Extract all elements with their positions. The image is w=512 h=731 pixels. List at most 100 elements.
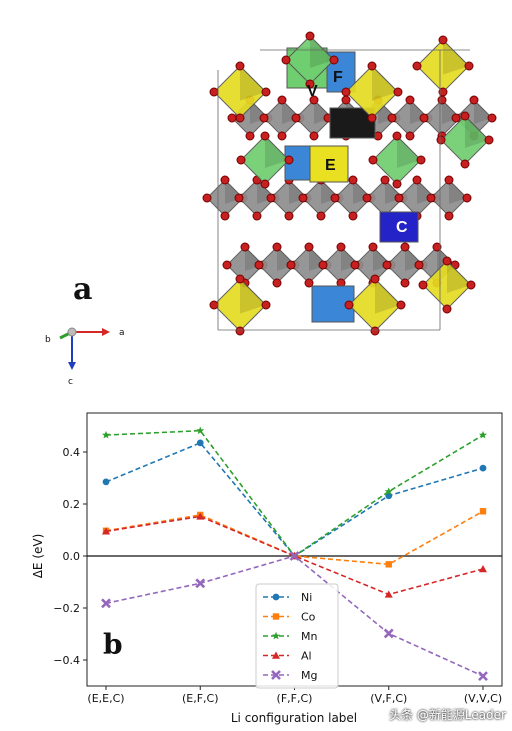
oxygen-atom: [252, 211, 262, 221]
oxygen-atom: [254, 260, 264, 270]
x-tick-label: (V,V,C): [464, 692, 502, 705]
oxygen-atom: [416, 155, 426, 165]
watermark: 头条 @新能源Leader: [389, 708, 506, 722]
oxygen-atom: [432, 242, 442, 252]
data-point-ni: [196, 439, 204, 447]
legend-label: Mg: [301, 669, 317, 682]
data-point-mg: [195, 578, 206, 589]
y-tick-label: −0.2: [53, 602, 80, 615]
oxygen-atom: [412, 61, 422, 71]
data-point-mn: [196, 426, 205, 435]
green-octahedron-shade: [265, 136, 289, 168]
oxygen-atom: [202, 193, 212, 203]
oxygen-atom: [291, 113, 301, 123]
oxygen-atom: [392, 131, 402, 141]
x-axis-ticks: (E,E,C) (E,F,C) (F,F,C) (V,F,C) (V,V,C): [87, 686, 502, 705]
oxygen-atom: [316, 211, 326, 221]
yellow-octahedron-shade: [240, 66, 266, 101]
x-tick-label: (E,E,C): [87, 692, 124, 705]
axis-c-label: c: [68, 377, 73, 387]
crystal-structure-illustration: V F E C a b c: [45, 31, 497, 387]
oxygen-atom: [418, 280, 428, 290]
oxygen-atom: [405, 131, 415, 141]
oxygen-atom: [298, 193, 308, 203]
oxygen-atom: [235, 326, 245, 336]
oxygen-atom: [419, 113, 429, 123]
data-point-mg: [101, 598, 111, 609]
oxygen-atom: [260, 131, 270, 141]
legend-box: [255, 583, 339, 689]
legend-entry-al: Al: [263, 650, 312, 663]
legend-label: Ni: [301, 591, 312, 604]
oxygen-atom: [236, 155, 246, 165]
yellow-octahedron-shade: [240, 279, 266, 314]
yellow-octahedron-shade: [375, 279, 401, 314]
oxygen-atom: [451, 113, 461, 123]
blue-site-f: [326, 51, 356, 93]
oxygen-atom: [460, 111, 470, 121]
oxygen-atom: [234, 193, 244, 203]
oxygen-atom: [272, 278, 282, 288]
legend-marker: [272, 593, 280, 601]
x-tick-label: (V,F,C): [370, 692, 407, 705]
oxygen-atom: [309, 95, 319, 105]
oxygen-atom: [284, 211, 294, 221]
panel-a-label: a: [73, 272, 93, 307]
oxygen-atom: [222, 260, 232, 270]
axis-a-label: a: [119, 328, 125, 338]
oxygen-atom: [304, 242, 314, 252]
oxygen-atom: [464, 61, 474, 71]
oxygen-atom: [341, 87, 351, 97]
data-point-mg: [383, 628, 394, 639]
oxygen-atom: [462, 193, 472, 203]
oxygen-atom: [394, 193, 404, 203]
oxygen-atom: [240, 242, 250, 252]
oxygen-atom: [304, 278, 314, 288]
oxygen-atom: [460, 159, 470, 169]
oxygen-atom: [305, 31, 315, 41]
panel-b-label: b: [103, 628, 123, 661]
oxygen-atom: [405, 95, 415, 105]
series-line-ni: [105, 441, 484, 558]
oxygen-atom: [484, 135, 494, 145]
oxygen-atom: [220, 175, 230, 185]
axis-indicator: a b c: [45, 327, 125, 387]
legend-marker: [271, 670, 281, 680]
oxygen-atom: [392, 179, 402, 189]
x-axis-label: Li configuration label: [231, 711, 357, 725]
oxygen-atom: [336, 242, 346, 252]
oxygen-atom: [284, 155, 294, 165]
data-point-al: [102, 527, 110, 535]
oxygen-atom: [436, 135, 446, 145]
oxygen-atom: [370, 274, 380, 284]
oxygen-atom: [396, 300, 406, 310]
data-point-al: [196, 512, 205, 520]
oxygen-atom: [261, 87, 271, 97]
data-point-co: [385, 561, 392, 568]
yellow-site-e: [309, 145, 349, 183]
oxygen-atom: [266, 193, 276, 203]
oxygen-atom: [368, 155, 378, 165]
oxygen-atom: [260, 179, 270, 189]
oxygen-atom: [387, 113, 397, 123]
oxygen-atom: [309, 131, 319, 141]
series-line-al: [105, 515, 484, 596]
x-tick-label: (E,F,C): [182, 692, 219, 705]
oxygen-atom: [348, 211, 358, 221]
oxygen-atom: [362, 193, 372, 203]
yellow-octahedron-shade: [447, 261, 471, 293]
oxygen-atom: [400, 242, 410, 252]
oxygen-atom: [400, 278, 410, 288]
oxygen-atom: [380, 175, 390, 185]
y-tick-label: 0.0: [63, 550, 81, 563]
y-axis-label: ΔE (eV): [31, 534, 45, 579]
legend-entry-co: Co: [263, 611, 316, 624]
oxygen-atom: [438, 87, 448, 97]
yellow-octahedron-shade: [372, 66, 398, 101]
oxygen-atom: [368, 242, 378, 252]
oxygen-atom: [469, 95, 479, 105]
y-tick-label: −0.4: [53, 654, 80, 667]
oxygen-atom: [305, 79, 315, 89]
legend-entry-mn: Mn: [263, 630, 317, 643]
data-point-mn: [102, 430, 110, 439]
